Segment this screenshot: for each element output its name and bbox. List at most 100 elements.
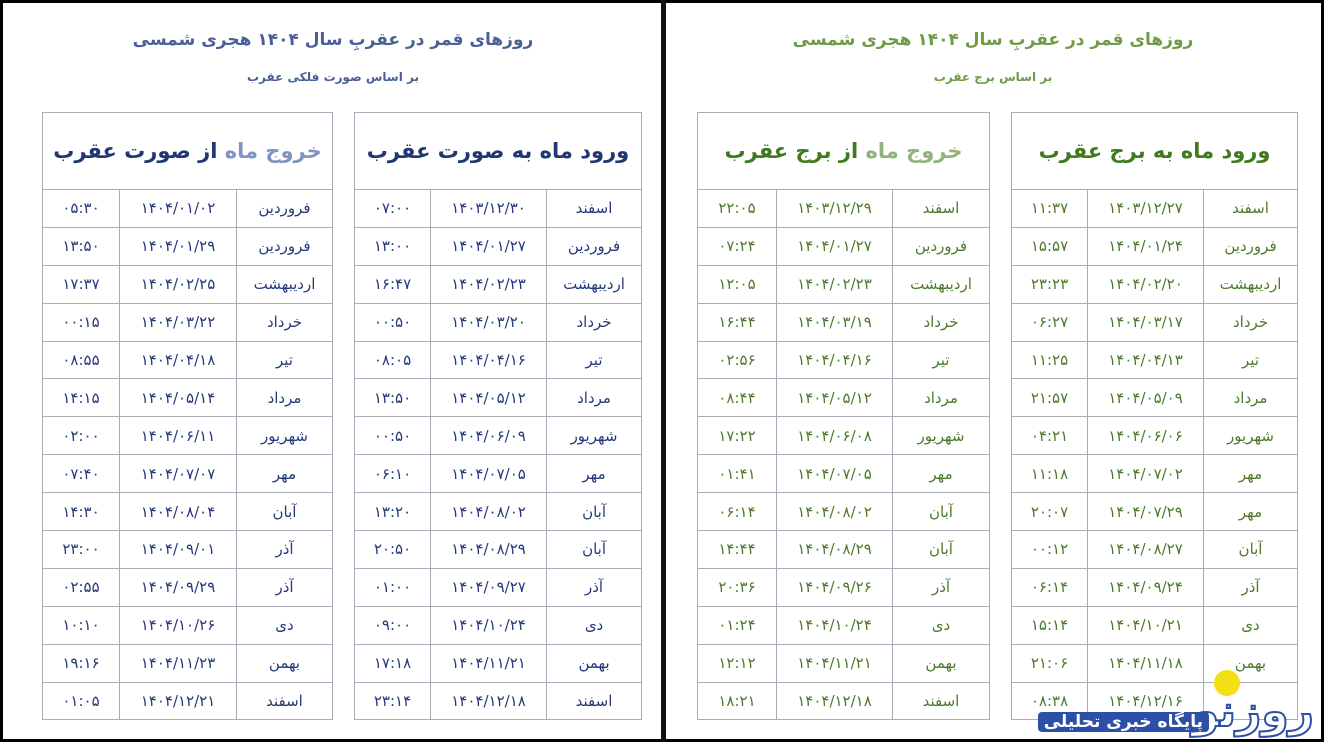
month-cell: تیر (1203, 340, 1299, 380)
time-cell: ۲۰:۰۷ (1010, 492, 1089, 532)
time-cell: ۱۲:۱۲ (697, 643, 777, 683)
month-cell: خرداد (892, 302, 990, 342)
month-cell: بهمن (236, 643, 333, 683)
time-cell: ۲۳:۱۴ (353, 681, 432, 721)
table-row: مهر ۱۴۰۴/۰۷/۰۵ ۰۶:۱۰ (353, 454, 643, 494)
time-cell: ۲۱:۰۶ (1010, 643, 1089, 683)
month-cell: اسفند (1203, 189, 1299, 228)
table-row: مرداد ۱۴۰۴/۰۵/۱۲ ۱۳:۵۰ (353, 378, 643, 418)
time-cell: ۰۹:۰۰ (353, 605, 432, 645)
table-row: اسفند ۱۴۰۴/۱۲/۱۸ ۲۳:۱۴ (353, 681, 643, 721)
table-row: مهر ۱۴۰۴/۰۷/۲۹ ۲۰:۰۷ (1010, 492, 1299, 532)
date-cell: ۱۴۰۴/۱۱/۲۱ (776, 643, 893, 683)
date-cell: ۱۴۰۴/۰۸/۰۲ (776, 492, 893, 532)
right-exit-header: خروج ماه از برج عقرب (697, 112, 990, 190)
table-row: مهر ۱۴۰۴/۰۷/۰۷ ۰۷:۴۰ (42, 454, 333, 494)
month-cell: اسفند (892, 681, 990, 721)
time-cell: ۰۰:۵۰ (353, 302, 432, 342)
date-cell: ۱۴۰۴/۰۶/۰۶ (1087, 416, 1205, 456)
date-cell: ۱۴۰۴/۱۰/۲۱ (1087, 605, 1205, 645)
month-cell: مهر (1203, 454, 1299, 494)
time-cell: ۲۰:۵۰ (353, 530, 432, 569)
table-row: آذر ۱۴۰۴/۰۹/۲۹ ۰۲:۵۵ (42, 567, 333, 607)
table-row: مرداد ۱۴۰۴/۰۵/۰۹ ۲۱:۵۷ (1010, 378, 1299, 418)
date-cell: ۱۴۰۴/۰۷/۰۵ (776, 454, 893, 494)
time-cell: ۱۱:۱۸ (1010, 454, 1089, 494)
date-cell: ۱۴۰۴/۰۱/۲۷ (776, 226, 893, 266)
month-cell: اسفند (546, 681, 643, 721)
month-cell: اسفند (892, 189, 990, 228)
month-cell: اسفند (236, 681, 333, 721)
table-row: اردیبهشت ۱۴۰۴/۰۲/۲۰ ۲۳:۲۳ (1010, 264, 1299, 304)
month-cell: آبان (1203, 530, 1299, 569)
table-row: تیر ۱۴۰۴/۰۴/۱۶ ۰۲:۵۶ (697, 340, 990, 380)
time-cell: ۱۳:۵۰ (353, 378, 432, 418)
date-cell: ۱۴۰۴/۱۰/۲۴ (776, 605, 893, 645)
month-cell: مرداد (546, 378, 643, 418)
time-cell: ۱۸:۲۱ (697, 681, 777, 721)
header-part: ورود ماه (539, 139, 630, 163)
table-row: آذر ۱۴۰۴/۰۹/۲۶ ۲۰:۳۶ (697, 567, 990, 607)
table-row: شهریور ۱۴۰۴/۰۶/۰۸ ۱۷:۲۲ (697, 416, 990, 456)
date-cell: ۱۴۰۴/۰۳/۲۰ (430, 302, 548, 342)
table-row: دی ۱۴۰۴/۱۰/۲۴ ۰۹:۰۰ (353, 605, 643, 645)
time-cell: ۰۷:۴۰ (42, 454, 120, 494)
date-cell: ۱۴۰۴/۱۲/۲۱ (119, 681, 237, 721)
table-row: اسفند ۱۴۰۴/۱۲/۱۸ ۱۸:۲۱ (697, 681, 990, 721)
table-row: اردیبهشت ۱۴۰۴/۰۲/۲۵ ۱۷:۳۷ (42, 264, 333, 304)
header-part: خروج ماه (865, 139, 963, 163)
header-part: ورود ماه (1180, 139, 1271, 163)
date-cell: ۱۴۰۴/۰۲/۲۳ (430, 264, 548, 304)
month-cell: خرداد (236, 302, 333, 342)
month-cell: خرداد (546, 302, 643, 342)
date-cell: ۱۴۰۴/۰۴/۱۳ (1087, 340, 1205, 380)
date-cell: ۱۴۰۳/۱۲/۲۷ (1087, 189, 1205, 228)
date-cell: ۱۴۰۴/۰۸/۲۹ (430, 530, 548, 569)
left-exit-header: خروج ماه از صورت عقرب (42, 112, 333, 190)
table-row: بهمن ۱۴۰۴/۱۱/۲۳ ۱۹:۱۶ (42, 643, 333, 683)
time-cell: ۱۵:۱۴ (1010, 605, 1089, 645)
date-cell: ۱۴۰۴/۰۱/۲۹ (119, 226, 237, 266)
time-cell: ۰۱:۴۱ (697, 454, 777, 494)
month-cell: مهر (236, 454, 333, 494)
date-cell: ۱۴۰۴/۰۸/۰۲ (430, 492, 548, 532)
table-row: فروردین ۱۴۰۴/۰۱/۰۲ ۰۵:۳۰ (42, 189, 333, 228)
month-cell: آبان (892, 530, 990, 569)
date-cell: ۱۴۰۴/۱۰/۲۴ (430, 605, 548, 645)
date-cell: ۱۴۰۴/۰۴/۱۶ (776, 340, 893, 380)
right-entry-table: ورود ماه به برج عقرب اسفند ۱۴۰۳/۱۲/۲۷ ۱۱:۳… (1010, 112, 1299, 721)
month-cell: مرداد (892, 378, 990, 418)
time-cell: ۰۶:۱۴ (1010, 567, 1089, 607)
left-entry-header: ورود ماه به صورت عقرب (353, 112, 643, 190)
month-cell: تیر (892, 340, 990, 380)
date-cell: ۱۴۰۴/۰۶/۱۱ (119, 416, 237, 456)
date-cell: ۱۴۰۴/۱۲/۱۸ (430, 681, 548, 721)
time-cell: ۰۵:۳۰ (42, 189, 120, 228)
month-cell: مهر (546, 454, 643, 494)
date-cell: ۱۴۰۴/۱۱/۲۳ (119, 643, 237, 683)
date-cell: ۱۴۰۴/۰۷/۲۹ (1087, 492, 1205, 532)
month-cell: شهریور (1203, 416, 1299, 456)
date-cell: ۱۴۰۴/۰۷/۰۲ (1087, 454, 1205, 494)
table-row: فروردین ۱۴۰۴/۰۱/۲۷ ۱۳:۰۰ (353, 226, 643, 266)
month-cell: آذر (892, 567, 990, 607)
time-cell: ۱۳:۵۰ (42, 226, 120, 266)
time-cell: ۰۱:۰۵ (42, 681, 120, 721)
time-cell: ۲۳:۰۰ (42, 530, 120, 569)
time-cell: ۱۶:۴۴ (697, 302, 777, 342)
month-cell: فروردین (236, 189, 333, 228)
time-cell: ۰۰:۵۰ (353, 416, 432, 456)
time-cell: ۱۷:۲۲ (697, 416, 777, 456)
month-cell: شهریور (236, 416, 333, 456)
logo-tagline: پایگاه خبری تحلیلی (1037, 712, 1209, 732)
date-cell: ۱۴۰۴/۰۲/۲۵ (119, 264, 237, 304)
date-cell: ۱۴۰۴/۱۱/۲۱ (430, 643, 548, 683)
month-cell: آذر (236, 567, 333, 607)
month-cell: شهریور (546, 416, 643, 456)
table-row: بهمن ۱۴۰۴/۱۱/۲۱ ۱۲:۱۲ (697, 643, 990, 683)
table-row: آبان ۱۴۰۴/۰۸/۰۲ ۰۶:۱۴ (697, 492, 990, 532)
time-cell: ۰۸:۰۵ (353, 340, 432, 380)
time-cell: ۰۶:۲۷ (1010, 302, 1089, 342)
date-cell: ۱۴۰۴/۰۵/۱۴ (119, 378, 237, 418)
table-row: شهریور ۱۴۰۴/۰۶/۰۶ ۰۴:۲۱ (1010, 416, 1299, 456)
